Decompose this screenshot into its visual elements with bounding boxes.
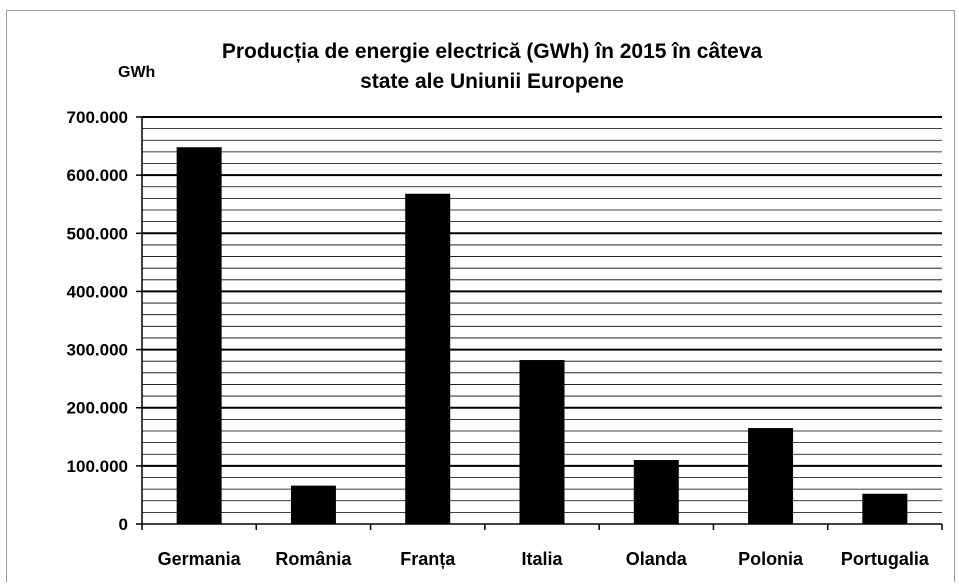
y-tick-labels: 0 100.000 200.000 300.000 400.000 500.000 600.… bbox=[67, 108, 128, 534]
y-tick-label: 100.000 bbox=[67, 457, 128, 476]
bar-germania bbox=[176, 147, 222, 524]
x-tick-label: Franța bbox=[400, 549, 456, 569]
x-tick-label: România bbox=[275, 549, 352, 569]
chart-frame bbox=[6, 10, 955, 582]
x-tick-labels: Germania România Franța Italia Olanda Polonia… bbox=[158, 549, 930, 569]
axes bbox=[136, 116, 943, 530]
chart-title-line-1: Producția de energie electrică (GWh) în … bbox=[221, 40, 763, 63]
y-tick-label: 300.000 bbox=[67, 341, 128, 360]
bars bbox=[176, 147, 908, 524]
bar-polonia bbox=[748, 428, 794, 524]
x-tick-label: Germania bbox=[158, 549, 242, 569]
y-tick-label: 200.000 bbox=[67, 399, 128, 418]
x-tick-label: Polonia bbox=[738, 549, 804, 569]
y-tick-label: 400.000 bbox=[67, 282, 128, 301]
y-axis-label: GWh bbox=[118, 64, 156, 81]
x-tick-label: Portugalia bbox=[841, 549, 930, 569]
x-tick-label: Olanda bbox=[626, 549, 688, 569]
bar-italia bbox=[519, 360, 565, 524]
bar-franța bbox=[405, 193, 451, 524]
y-tick-label: 500.000 bbox=[67, 224, 128, 243]
bar-românia bbox=[290, 485, 336, 524]
y-tick-label: 0 bbox=[119, 515, 128, 534]
chart-title-line-2: state ale Uniunii Europene bbox=[360, 70, 624, 93]
y-tick-label: 700.000 bbox=[67, 108, 128, 127]
bar-portugalia bbox=[862, 493, 908, 524]
x-tick-label: Italia bbox=[521, 549, 563, 569]
bar-olanda bbox=[633, 460, 679, 524]
y-tick-label: 600.000 bbox=[67, 166, 128, 185]
